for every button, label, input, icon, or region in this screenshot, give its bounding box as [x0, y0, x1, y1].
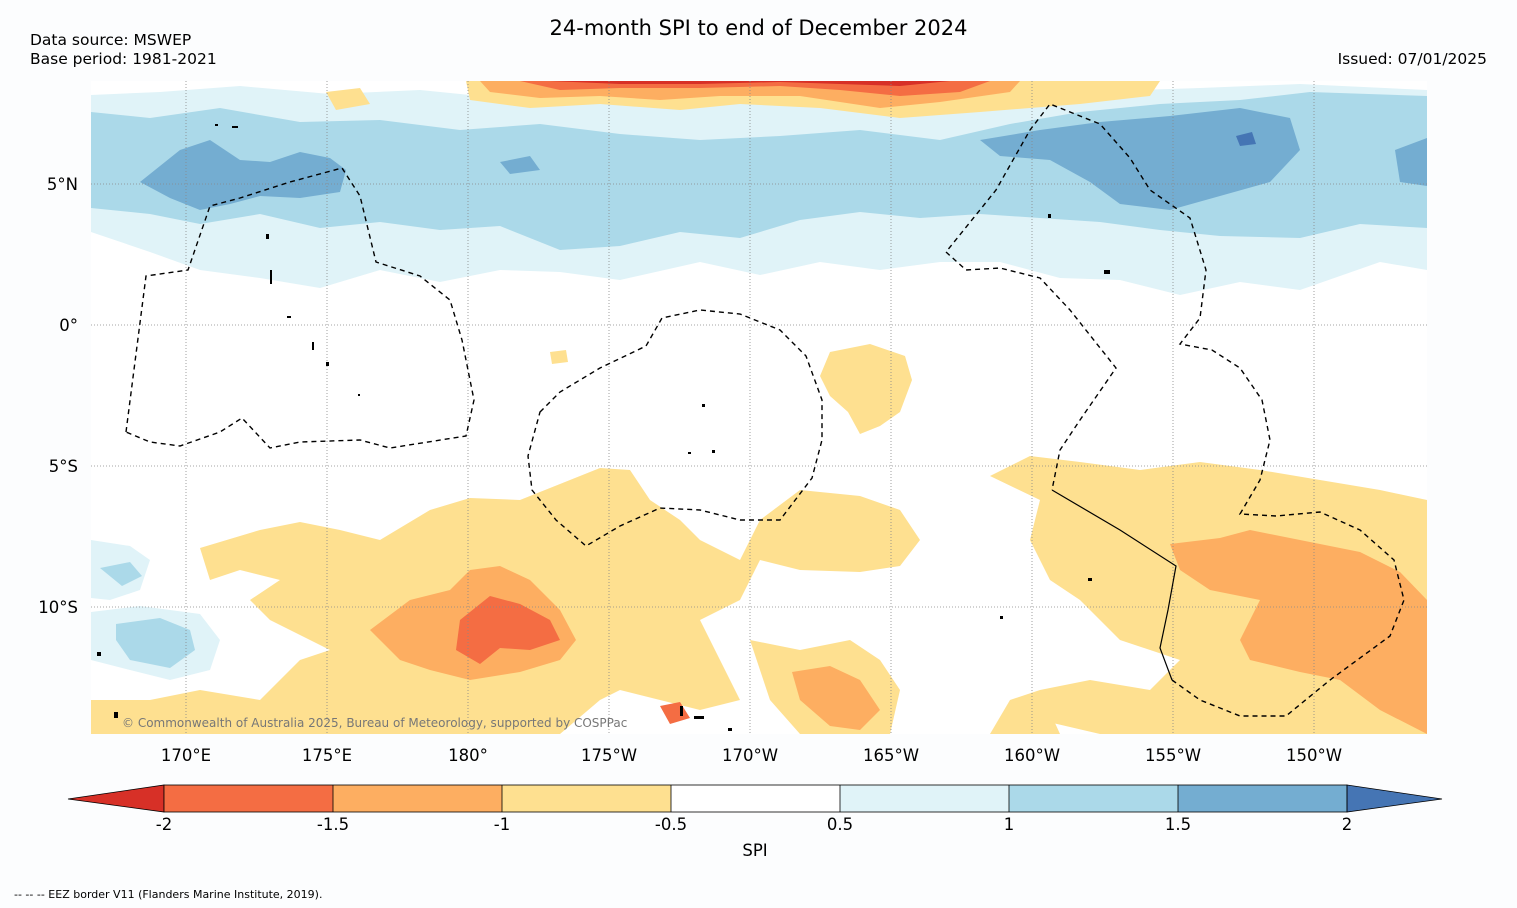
colorbar-extend-low [67, 784, 165, 813]
spi-region-yellow-small [550, 350, 568, 364]
colorbar-tick-1: -2 [155, 815, 173, 834]
spi-region-yellow-central [820, 344, 912, 434]
colorbar-tick-3: -1 [493, 815, 511, 834]
lon-label-175w: 175°W [580, 746, 638, 765]
spi-region-medium-blue-far-east [1395, 138, 1427, 186]
colorbar-bin-1 [164, 785, 333, 812]
lon-label-160w: 160°W [1003, 746, 1061, 765]
islands [97, 124, 1110, 731]
spi-region-yellow-top-west [326, 88, 370, 110]
data-source-text: Data source: MSWEP [30, 31, 192, 49]
colorbar-tick-5: 0.5 [826, 815, 854, 834]
lat-gridlines [91, 183, 1427, 608]
lon-label-155w: 155°W [1144, 746, 1202, 765]
eez-borders [125, 103, 1405, 717]
spi-region-yellow-south-east-2 [990, 690, 1060, 734]
colorbar-tick-6: 1 [1003, 815, 1015, 834]
lon-label-180: 180° [448, 746, 488, 765]
boundary-line [1051, 489, 1177, 681]
colorbar-bin-4 [671, 785, 840, 812]
colorbar-bin-5 [840, 785, 1009, 812]
spi-region-orange-south-east [1170, 530, 1427, 734]
lon-label-150w: 150°W [1285, 746, 1343, 765]
colorbar-bin-3 [502, 785, 671, 812]
colorbar-bin-7 [1178, 785, 1347, 812]
colorbar-tick-7: 1.5 [1164, 815, 1192, 834]
spi-region-medium-blue-north-west [140, 140, 346, 210]
lat-label-5n: 5°N [46, 175, 78, 194]
spi-region-orange-south-central [792, 666, 880, 730]
lon-label-175e: 175°E [301, 746, 353, 765]
colorbar-extend-high [1346, 784, 1443, 813]
spi-region-medium-light-blue-south-west-2 [100, 562, 142, 586]
lon-gridlines [185, 81, 1315, 734]
colorbar-tick-8: 2 [1341, 815, 1353, 834]
colorbar-outline [163, 784, 1348, 813]
issued-date-text: Issued: 07/01/2025 [1337, 50, 1487, 68]
colorbar-label: SPI [742, 841, 768, 860]
colorbar-tick-4: -0.5 [654, 815, 688, 834]
colorbar-bin-6 [1009, 785, 1178, 812]
colorbar-bin-2 [333, 785, 502, 812]
spi-region-dark-blue-east [1236, 132, 1256, 146]
lon-label-170e: 170°E [160, 746, 212, 765]
lon-label-170w: 170°W [721, 746, 779, 765]
lat-label-10s: 10°S [38, 598, 78, 617]
spi-region-medium-blue-north-east [980, 108, 1300, 210]
spi-region-medium-blue-central-north [500, 156, 540, 174]
lon-label-165w: 165°W [862, 746, 920, 765]
copyright-text: © Commonwealth of Australia 2025, Bureau… [122, 716, 628, 730]
base-period-text: Base period: 1981-2021 [30, 50, 217, 68]
colorbar-tick-2: -1.5 [316, 815, 350, 834]
spi-region-medium-light-blue-south-west [116, 618, 195, 668]
map-title: 24-month SPI to end of December 2024 [549, 16, 968, 40]
spi-region-red-orange-south-west [456, 596, 560, 664]
lat-label-5s: 5°S [48, 457, 78, 476]
spi-region-red-top [550, 81, 950, 86]
eez-legend-text: -- -- -- EEZ border V11 (Flanders Marine… [14, 888, 323, 901]
lat-label-0: 0° [59, 316, 78, 335]
colorbar [67, 784, 1443, 813]
